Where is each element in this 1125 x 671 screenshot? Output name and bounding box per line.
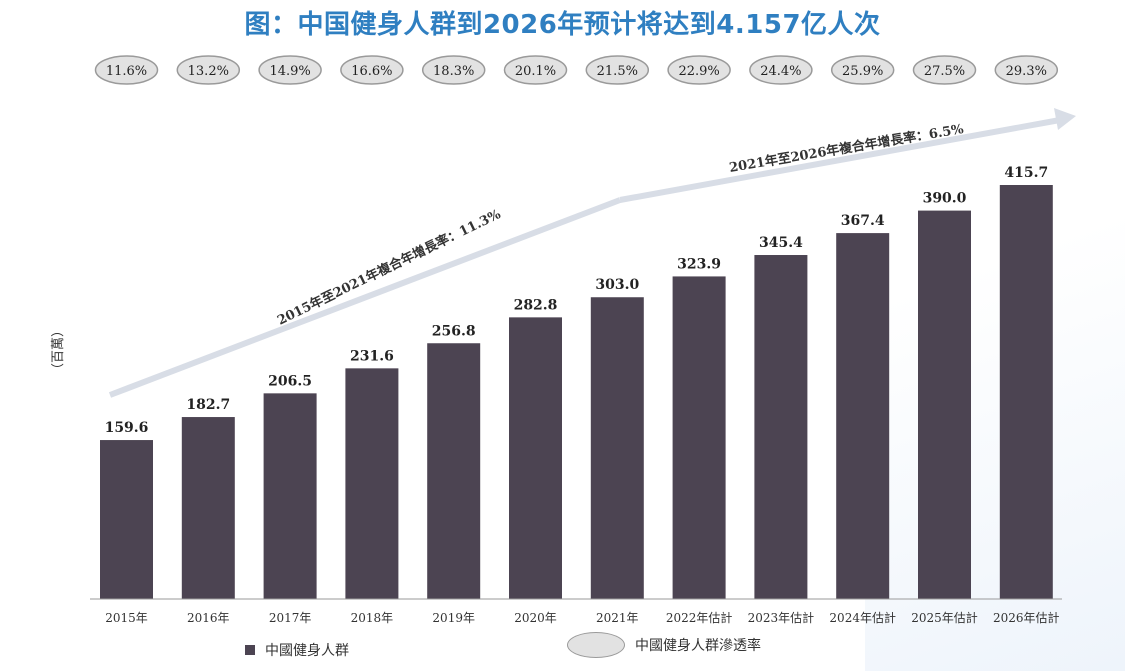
x-tick-label: 2019年 xyxy=(432,611,475,625)
penetration-rate-label: 22.9% xyxy=(678,64,719,79)
x-tick-label: 2018年 xyxy=(351,611,394,625)
x-tick-label: 2020年 xyxy=(514,611,557,625)
x-tick-label: 2017年 xyxy=(269,611,312,625)
penetration-rate-label: 25.9% xyxy=(842,64,883,79)
legend-bars: 中國健身人群 xyxy=(245,640,349,660)
bar-value-label: 345.4 xyxy=(759,235,803,251)
penetration-rate-label: 18.3% xyxy=(433,64,474,79)
growth-arrowhead xyxy=(1054,108,1076,130)
x-tick-label: 2016年 xyxy=(187,611,230,625)
penetration-rate-label: 21.5% xyxy=(597,64,638,79)
bar-2026年估計 xyxy=(999,185,1053,599)
penetration-rate-label: 13.2% xyxy=(188,64,229,79)
bar-2017年 xyxy=(263,393,317,599)
bar-2016年 xyxy=(181,417,235,599)
bar-value-label: 390.0 xyxy=(923,191,967,207)
penetration-ellipse xyxy=(912,55,977,85)
cagr-annotation-2021-2026: 2021年至2026年複合年增長率：6.5% xyxy=(728,121,965,176)
x-tick-label: 2023年估計 xyxy=(748,610,815,625)
penetration-rate-label: 14.9% xyxy=(269,64,310,79)
penetration-rate-label: 16.6% xyxy=(351,64,392,79)
penetration-ellipse xyxy=(340,55,404,85)
bar-2024年估計 xyxy=(836,233,890,599)
y-axis-label: （百萬） xyxy=(51,324,66,376)
growth-arrow-2 xyxy=(619,117,1061,203)
bar-value-label: 415.7 xyxy=(1004,165,1048,181)
penetration-rate-row: 11.6% 13.2% 14.9% 16.6% 18.3% 20.1% 21.5% 22.9%… xyxy=(94,55,1059,85)
bar-value-label: 231.6 xyxy=(350,348,394,364)
penetration-rate-label: 11.6% xyxy=(106,64,147,79)
bar-value-label: 367.4 xyxy=(841,213,885,229)
bar-value-labels: 159.6 182.7 206.5 231.6 256.8 282.8 303.0 323.9… xyxy=(105,165,1049,436)
page-title: 图：中国健身人群到2026年预计将达到4.157亿人次 xyxy=(244,10,881,40)
growth-arrow-1 xyxy=(108,197,622,398)
penetration-ellipse xyxy=(421,55,486,85)
legend-penetration-label: 中國健身人群滲透率 xyxy=(635,638,761,654)
background-decoration xyxy=(865,0,1125,671)
bar-2019年 xyxy=(427,343,481,599)
x-tick-label: 2025年估計 xyxy=(911,610,978,625)
penetration-ellipse xyxy=(258,55,322,85)
penetration-ellipse xyxy=(503,55,568,85)
x-tick-label: 2026年估計 xyxy=(993,610,1060,625)
penetration-ellipse xyxy=(176,55,241,85)
legend-bar-swatch xyxy=(245,645,255,655)
bar-value-label: 182.7 xyxy=(186,397,230,413)
bars xyxy=(100,185,1053,599)
bar-value-label: 323.9 xyxy=(677,256,721,272)
penetration-ellipse xyxy=(749,55,813,85)
bar-value-label: 303.0 xyxy=(595,277,639,293)
cagr-annotation-2015-2021: 2015年至2021年複合年增長率：11.3% xyxy=(275,206,504,329)
penetration-ellipse xyxy=(585,55,650,85)
bar-2021年 xyxy=(590,297,644,599)
bar-value-label: 282.8 xyxy=(514,297,558,313)
x-tick-label: 2022年估計 xyxy=(666,610,733,625)
bar-value-label: 256.8 xyxy=(432,323,476,339)
penetration-ellipse xyxy=(994,55,1059,85)
bar-2023年估計 xyxy=(754,255,808,599)
bar-value-label: 159.6 xyxy=(105,420,149,436)
penetration-rate-label: 27.5% xyxy=(924,64,965,79)
penetration-rate-label: 29.3% xyxy=(1006,64,1047,79)
penetration-ellipse xyxy=(667,55,731,85)
growth-arrows xyxy=(108,108,1076,398)
x-tick-label: 2021年 xyxy=(596,611,639,625)
x-tick-label: 2015年 xyxy=(105,611,148,625)
legend-bar-label: 中國健身人群 xyxy=(265,643,349,659)
penetration-rate-label: 24.4% xyxy=(760,64,801,79)
bar-value-label: 206.5 xyxy=(268,373,312,389)
bar-2025年估計 xyxy=(918,210,971,599)
bar-2020年 xyxy=(509,317,562,599)
bar-2022年估計 xyxy=(672,276,726,599)
penetration-rate-label: 20.1% xyxy=(515,64,556,79)
x-tick-labels: 2015年 2016年 2017年 2018年 2019年 2020年 2021年 2022年… xyxy=(105,610,1059,625)
penetration-ellipse xyxy=(94,55,159,85)
legend-ellipse-swatch xyxy=(567,632,625,658)
legend-penetration: 中國健身人群滲透率 xyxy=(567,632,761,658)
x-tick-label: 2024年估計 xyxy=(829,610,896,625)
bar-2015年 xyxy=(100,440,153,599)
penetration-ellipse xyxy=(830,55,895,85)
bar-2018年 xyxy=(345,368,399,599)
